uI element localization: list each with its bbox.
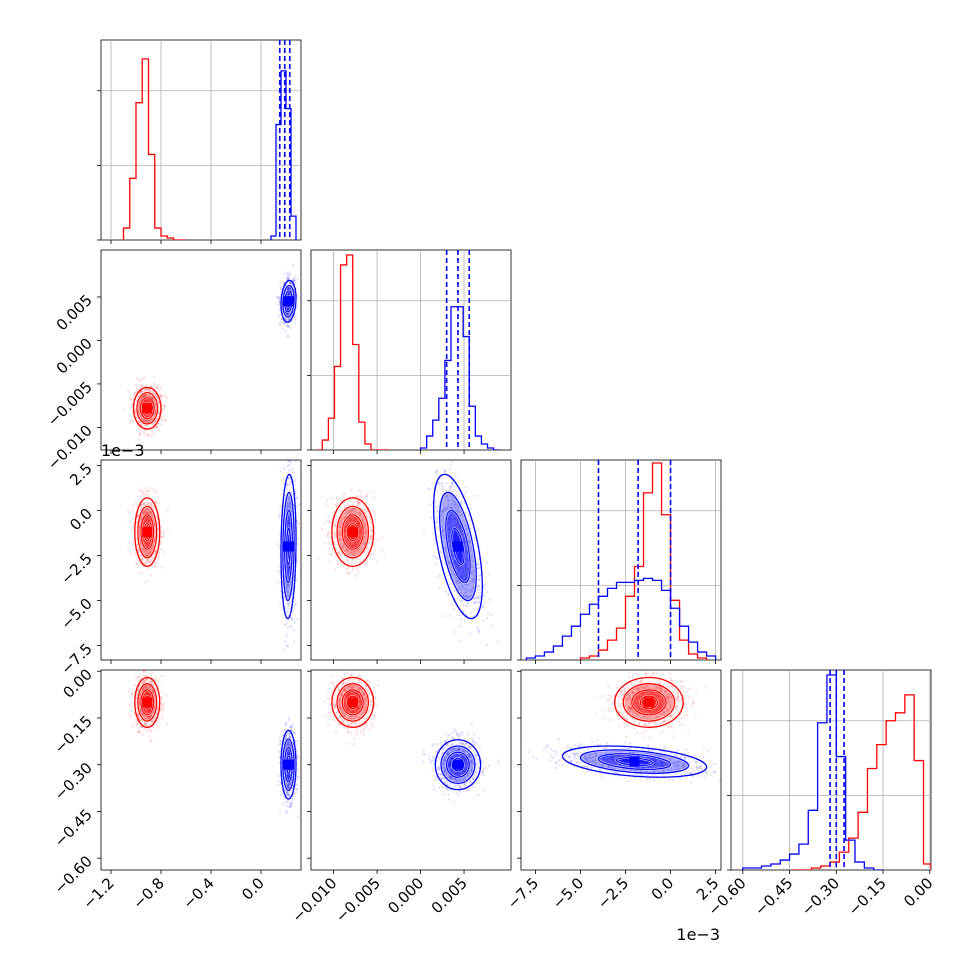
contour-line [282, 491, 295, 602]
histogram-panel-0 [97, 39, 302, 241]
density-peak [283, 759, 294, 770]
density-peak [452, 541, 463, 552]
contour-line [614, 676, 684, 728]
contour-line [140, 514, 155, 550]
contour-line [341, 689, 364, 716]
offset-text-param-2-y: 1e−3 [101, 441, 145, 460]
histogram-step-blue [525, 577, 717, 660]
contour-line [445, 509, 471, 584]
scatter-frame [100, 249, 302, 451]
histogram-step-red [122, 58, 186, 240]
contour-line [280, 473, 297, 620]
contour-line [432, 473, 483, 620]
density-peak [643, 697, 654, 708]
contour-line [346, 522, 359, 542]
histogram-step-red [792, 694, 931, 870]
contour-line [137, 505, 158, 559]
scatter-frame [100, 669, 302, 871]
contour-line [331, 497, 375, 567]
histogram-frame-3 [730, 669, 932, 871]
density-peak [629, 756, 640, 767]
density-peak [452, 759, 463, 770]
contour-line [336, 683, 370, 722]
contour-line [434, 739, 482, 791]
scatter-frame [100, 459, 302, 661]
density-peak [347, 697, 358, 708]
contour-line [336, 505, 370, 559]
histogram-step-red [316, 254, 390, 450]
histogram-panel-2 [517, 459, 722, 661]
contour-line [140, 689, 155, 716]
contour-line [439, 491, 477, 602]
scatter-panel-0-3 [100, 669, 302, 871]
density-peak [142, 403, 153, 414]
contour-line [597, 753, 672, 771]
contour-line [137, 683, 158, 722]
contour-line [139, 397, 155, 420]
contour-line [622, 683, 676, 722]
contour-line [134, 676, 161, 728]
density-peak [347, 527, 358, 538]
contour-line [132, 386, 162, 430]
contour-line [341, 514, 364, 550]
scatter-frame [520, 669, 722, 871]
scatter-panel-1-2 [310, 459, 512, 661]
histogram-panel-3 [727, 669, 932, 871]
histogram-frame-1 [310, 249, 512, 451]
scatter-frame [310, 669, 512, 871]
contour-line [631, 689, 667, 716]
contour-line [451, 757, 465, 772]
contour-line [446, 751, 470, 778]
contour-line [282, 738, 295, 792]
histogram-frame-0 [100, 39, 302, 241]
contour-line [331, 676, 375, 728]
density-peak [142, 527, 153, 538]
histogram-step-blue [270, 70, 297, 240]
contour-line [280, 279, 297, 323]
contour-line [134, 497, 161, 567]
scatter-panel-2-3 [520, 669, 722, 871]
scatter-panel-0-1 [100, 249, 302, 451]
histogram-frame-2 [520, 459, 722, 661]
contour-line [346, 695, 359, 710]
histogram-step-blue [419, 306, 500, 450]
density-peak [283, 541, 294, 552]
contour-line [136, 391, 159, 425]
offset-text-param-2-x: 1e−3 [676, 925, 720, 944]
contour-line [280, 729, 297, 800]
histogram-step-blue [742, 674, 884, 870]
density-peak [142, 697, 153, 708]
contour-line [561, 745, 708, 778]
contour-line [579, 749, 690, 774]
contour-line [282, 285, 295, 318]
scatter-panel-1-3 [310, 669, 512, 871]
scatter-frame [310, 459, 512, 661]
density-peak [283, 296, 294, 307]
contour-line [440, 745, 476, 785]
contour-line [639, 695, 659, 710]
histogram-panel-1 [307, 249, 512, 451]
scatter-panel-0-2 [100, 459, 302, 661]
